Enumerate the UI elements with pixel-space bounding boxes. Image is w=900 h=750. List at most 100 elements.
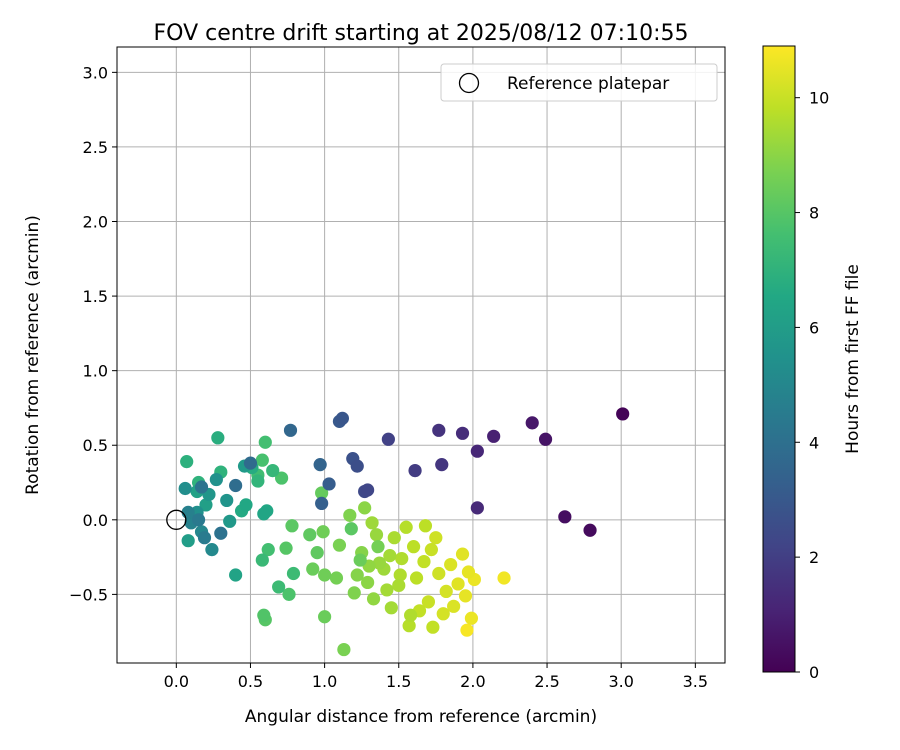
data-point (380, 583, 394, 597)
legend-entry-label: Reference platepar (507, 74, 669, 94)
colorbar-tick-label: 10 (809, 89, 829, 108)
data-point (409, 571, 424, 585)
x-tick-label: 0.0 (164, 672, 189, 691)
data-point (435, 458, 449, 472)
data-point (458, 589, 473, 603)
colorbar-tick-label: 4 (809, 433, 819, 452)
data-point (258, 435, 272, 449)
data-point (384, 601, 398, 615)
data-point (583, 523, 597, 537)
data-point (408, 463, 422, 478)
data-point (257, 608, 271, 622)
data-point (180, 455, 194, 469)
data-point (381, 432, 395, 446)
x-tick-label: 2.0 (460, 672, 485, 691)
colorbar-tick-label: 0 (809, 663, 819, 682)
data-point (313, 458, 327, 472)
colorbar-frame (762, 45, 796, 673)
y-tick-label: −0.5 (69, 585, 108, 604)
data-point (223, 514, 237, 528)
data-point (350, 459, 364, 473)
data-point (470, 501, 484, 515)
data-point (335, 411, 350, 425)
data-point (303, 528, 317, 542)
x-tick-label: 1.5 (386, 672, 411, 691)
data-point (358, 501, 372, 515)
data-point (286, 566, 301, 581)
data-point (402, 619, 416, 633)
data-point (199, 498, 213, 512)
data-point (282, 587, 296, 601)
data-point (255, 453, 269, 467)
plot-area (117, 47, 725, 663)
data-point (194, 480, 209, 494)
data-point (406, 540, 421, 554)
y-axis-ticks: −0.5 0.0 0.5 1.0 1.5 2.0 2.5 3.0 (69, 63, 117, 604)
data-point (418, 519, 433, 533)
data-point (424, 543, 438, 557)
data-point (616, 407, 630, 421)
data-point (285, 519, 299, 533)
data-point (191, 513, 206, 527)
data-point (347, 586, 361, 600)
data-point (361, 483, 375, 497)
data-point (404, 608, 418, 622)
data-point (353, 553, 367, 567)
data-point (318, 610, 332, 624)
legend: Reference platepar (440, 63, 718, 102)
data-point (229, 568, 243, 582)
data-point (243, 456, 258, 470)
data-point (399, 520, 413, 534)
data-point (455, 426, 470, 440)
data-point (261, 543, 275, 557)
y-tick-label: 2.5 (83, 138, 108, 157)
data-point (257, 507, 271, 521)
data-point (417, 554, 431, 569)
data-point (337, 642, 351, 657)
data-point (332, 538, 347, 552)
data-point (470, 444, 484, 458)
data-point (343, 508, 357, 522)
y-tick-label: 1.0 (83, 362, 108, 381)
data-point (266, 463, 280, 478)
colorbar-label: Hours from first FF file (843, 264, 863, 454)
data-point (421, 595, 436, 609)
x-tick-label: 0.5 (238, 672, 263, 691)
data-point (211, 431, 225, 445)
data-point (181, 534, 195, 548)
data-point (251, 474, 265, 488)
data-point (429, 531, 443, 545)
chart-title: FOV centre drift starting at 2025/08/12 … (154, 21, 689, 46)
data-point (205, 543, 219, 557)
grid-lines (117, 47, 725, 663)
data-point (316, 525, 330, 539)
data-point (197, 531, 212, 545)
data-point (432, 423, 446, 437)
data-point (306, 562, 320, 576)
x-tick-label: 3.5 (683, 672, 708, 691)
colorbar: 0 2 4 6 8 10 Hours from first FF file (762, 45, 863, 682)
data-point (220, 493, 234, 508)
x-tick-label: 2.5 (534, 672, 559, 691)
data-point (387, 531, 401, 545)
data-point (371, 540, 385, 554)
data-point (229, 478, 243, 493)
data-point (329, 571, 344, 585)
data-point (178, 481, 192, 496)
data-point (455, 547, 470, 561)
data-point (558, 510, 572, 524)
data-point (318, 568, 332, 582)
data-point (426, 620, 440, 634)
y-tick-label: 3.0 (83, 63, 108, 82)
data-point (393, 568, 407, 582)
data-point (315, 496, 329, 511)
y-tick-label: 0.0 (83, 511, 108, 530)
colorbar-gradient (763, 46, 795, 672)
data-point (383, 549, 397, 563)
data-point (461, 565, 476, 579)
data-point (272, 580, 286, 594)
data-point (460, 623, 474, 637)
colorbar-tick-label: 8 (809, 204, 819, 223)
data-point (279, 541, 293, 555)
